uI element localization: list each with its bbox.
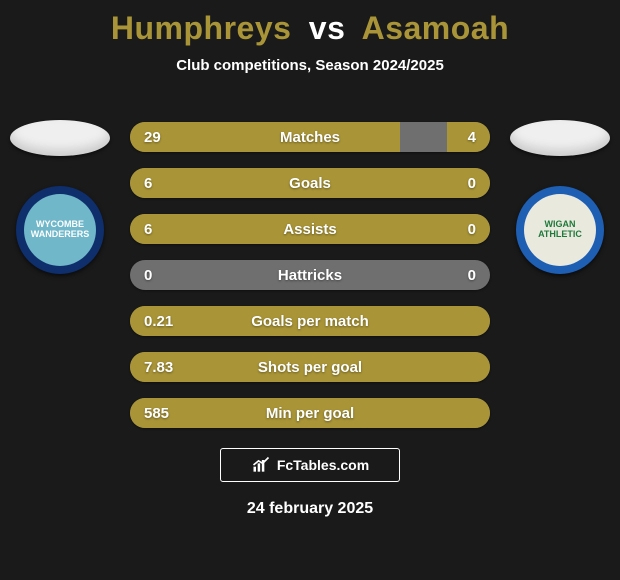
- team1-badge: WYCOMBE WANDERERS: [16, 186, 104, 274]
- stat-row: 294Matches: [130, 122, 490, 152]
- stat-row: 7.83Shots per goal: [130, 352, 490, 382]
- team2-badge-label-bottom: ATHLETIC: [538, 230, 582, 240]
- stat-row: 0.21Goals per match: [130, 306, 490, 336]
- stat-fill-left: [130, 122, 400, 152]
- stat-bars: 294Matches 60Goals 60Assists 00Hattricks 0.2…: [130, 122, 490, 444]
- team1-badge-inner: WYCOMBE WANDERERS: [24, 194, 96, 266]
- chart-icon: [251, 455, 271, 475]
- team2-badge-inner: WIGAN ATHLETIC: [524, 194, 596, 266]
- right-player-column: WIGAN ATHLETIC: [500, 120, 620, 274]
- player1-silhouette: [10, 120, 110, 156]
- stat-row: 60Goals: [130, 168, 490, 198]
- stat-row: 60Assists: [130, 214, 490, 244]
- player1-name: Humphreys: [111, 10, 292, 46]
- left-player-column: WYCOMBE WANDERERS: [0, 120, 120, 274]
- stat-fill-left: [130, 214, 490, 244]
- stat-fill-left: [130, 352, 490, 382]
- team2-badge: WIGAN ATHLETIC: [516, 186, 604, 274]
- brand-text: FcTables.com: [277, 457, 369, 473]
- comparison-infographic: Humphreys vs Asamoah Club competitions, …: [0, 0, 620, 580]
- stat-row: 585Min per goal: [130, 398, 490, 428]
- subtitle: Club competitions, Season 2024/2025: [0, 57, 620, 74]
- page-title: Humphreys vs Asamoah: [0, 0, 620, 47]
- stat-fill-right: [447, 122, 490, 152]
- stat-fill-left: [130, 306, 490, 336]
- brand-box: FcTables.com: [220, 448, 400, 482]
- stat-row: 00Hattricks: [130, 260, 490, 290]
- date-text: 24 february 2025: [0, 500, 620, 518]
- stat-fill-left: [130, 168, 490, 198]
- player2-name: Asamoah: [362, 10, 510, 46]
- vs-text: vs: [309, 10, 346, 46]
- stat-fill-left: [130, 398, 490, 428]
- player2-silhouette: [510, 120, 610, 156]
- team1-badge-label-bottom: WANDERERS: [31, 230, 90, 240]
